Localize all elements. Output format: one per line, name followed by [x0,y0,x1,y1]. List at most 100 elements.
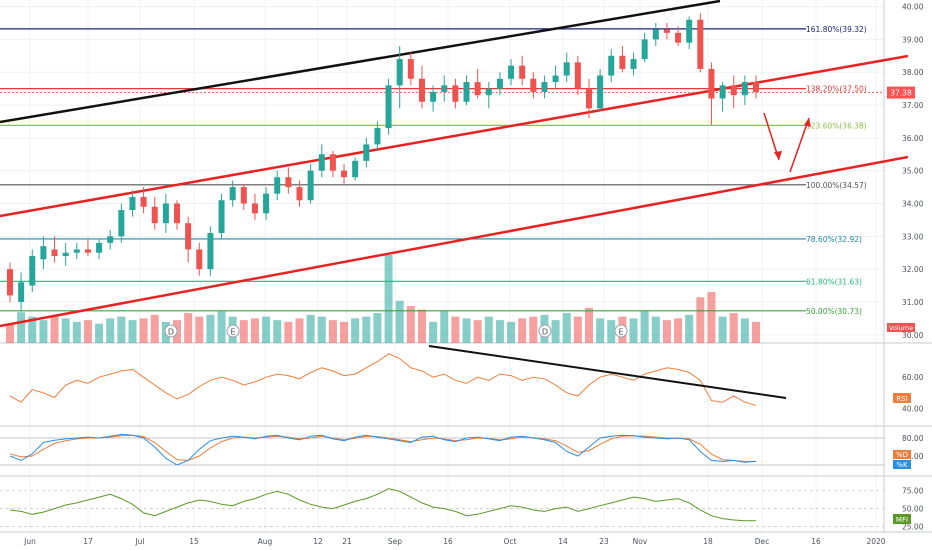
candle-body [40,246,47,260]
candle-body [608,55,615,76]
candle-38 [430,85,437,112]
volume-bar-63 [707,291,716,343]
candle-body [441,85,448,92]
candle-25 [285,167,292,194]
dividend-marker: D [538,324,552,338]
candle-body [185,223,192,250]
candle-body [741,82,748,96]
candle-46 [519,55,526,86]
candle-body [151,206,158,224]
volume-bar-64 [718,316,727,343]
volume-bar-61 [685,314,694,343]
volume-bar-0 [6,323,14,343]
time-axis[interactable]: Jun 17 Jul 15 Aug 12 21 Sep 16 Oct 14 23 Nov 18 Dec 16 2… [23,537,886,546]
marker-circle [614,324,628,338]
candle-body [307,170,314,201]
time-tick: 18 [703,537,713,546]
price-axis[interactable]: 40.00 39.00 38.00 37.00 36.00 35.00 34.00 33.00… [902,3,924,340]
candle-43 [485,82,492,109]
volume-bar-47 [529,316,538,343]
fibonacci-levels[interactable]: 161.80%(39.32) 138.20%(37.50) 123.60%(36.3… [0,25,884,316]
volume-bar-40 [451,316,460,343]
fib-level-3: 100.00%(34.57) [0,181,867,190]
candle-body [84,249,91,253]
volume-bar-8 [95,323,104,343]
volume-bar-34 [384,255,393,343]
candle-body [652,29,659,40]
candle-body [7,269,13,296]
candle-59 [663,22,670,40]
candle-body [374,128,381,145]
candle-body [597,75,604,109]
candle-21 [240,183,247,211]
candle-body [96,242,103,253]
candle-30 [341,164,348,184]
candle-body [396,59,403,86]
volume-bar-36 [406,306,415,343]
fib-level-4: 78.60%(32.92) [0,235,862,244]
volume-bar-1 [17,312,26,343]
candle-48 [541,75,548,99]
candle-23 [263,187,270,220]
candle-5 [62,242,69,266]
price-tick: 39.00 [902,35,924,44]
candle-35 [396,45,403,109]
candle-body [641,39,648,60]
fib-label: 161.80%(39.32) [806,25,867,34]
candle-body [697,19,704,69]
channel-bottom-line [0,155,909,328]
candle-31 [352,157,359,181]
candle-34 [385,78,392,135]
volume-bar-23 [262,316,271,343]
candle-body [430,91,437,102]
volume-bar-44 [495,320,504,343]
stoch-tick: 80.00 [902,434,924,443]
candle-body [619,55,626,69]
marker-label: E [618,328,623,337]
time-tick: Jul [134,537,144,546]
time-tick: 2020 [866,537,885,546]
volume-bar-28 [317,316,326,343]
volume-bar-56 [629,318,638,343]
candle-6 [73,242,80,260]
candle-9 [107,229,114,250]
price-tick: 30.00 [902,331,924,340]
volume-bar-62 [696,297,705,343]
volume-badge: Volume [889,324,913,332]
candle-body [285,177,292,188]
volume-bar-29 [328,320,337,343]
fib-level-6: 50.00%(30.73) [0,307,862,316]
trend-drawings[interactable] [0,0,909,328]
candle-64 [719,82,726,112]
candle-body [508,65,515,79]
candle-body [585,88,592,109]
mfi-tick: 50.00 [902,505,924,514]
candle-body [530,78,537,92]
rsi-line [9,353,757,406]
volume-bar-67 [752,321,760,343]
candle-20 [229,180,236,207]
time-tick: Aug [258,537,273,546]
volume-bar-10 [117,316,126,343]
candle-body [229,187,236,201]
volume-bar-30 [340,321,349,343]
candle-body [107,236,114,243]
volume-bar-6 [72,321,81,343]
candle-61 [686,16,693,50]
candle-body [218,200,225,234]
candle-body [129,196,136,211]
fib-level-5: 61.80%(31.63) [0,277,862,286]
candle-body [719,85,726,99]
projection-arrow-up [789,117,810,173]
candle-body [563,62,570,76]
volume-bar-3 [39,320,48,343]
price-tick: 32.00 [902,265,924,274]
candle-body [574,62,581,89]
candle-body [485,88,492,96]
candle-body [18,282,25,302]
rsi-tick: 60.00 [902,373,924,382]
time-tick: 17 [83,537,93,546]
stoch-k-badge-bg [893,460,911,469]
